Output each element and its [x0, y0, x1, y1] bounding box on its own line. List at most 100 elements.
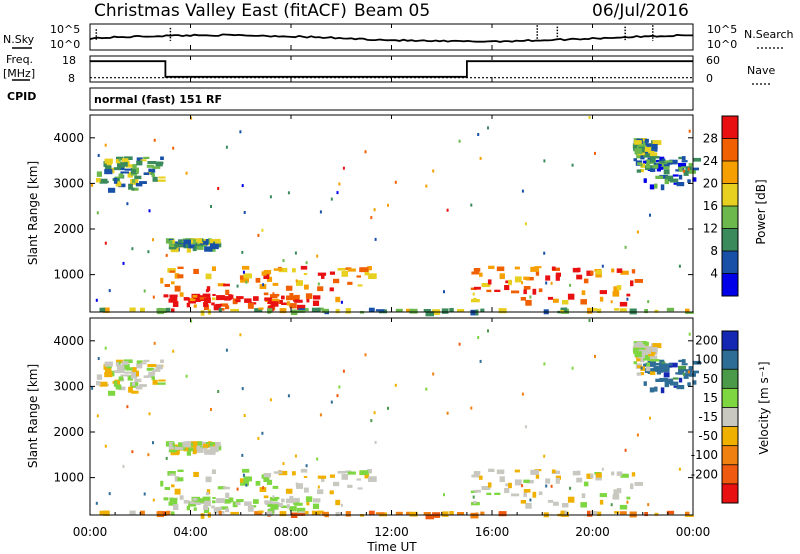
power-speck: [571, 163, 574, 167]
velocity-cell: [359, 470, 369, 475]
velocity-colorbar-label: -100: [691, 448, 718, 462]
velocity-cell: [514, 469, 520, 473]
velocity-cell: [692, 380, 697, 385]
power-speck: [425, 184, 428, 188]
velocity-cell: [273, 471, 283, 474]
power-speck: [282, 259, 285, 263]
velocity-cell: [551, 470, 560, 474]
velocity-cell: [651, 352, 656, 355]
power-ytick-label: 1000: [53, 268, 84, 282]
time-tick-label: 16:00: [475, 525, 510, 539]
power-y-ticks: 4000 3000 2000 1000: [53, 131, 693, 282]
power-speck: [104, 143, 107, 147]
power-cell: [267, 298, 272, 304]
power-speck: [152, 295, 155, 299]
velocity-cell: [186, 505, 191, 511]
power-cell: [496, 266, 505, 272]
power-cell: [644, 138, 649, 143]
velocity-cell: [471, 474, 480, 478]
nave-label: Nave: [747, 64, 775, 77]
power-cell: [225, 305, 230, 310]
velocity-cell: [643, 381, 647, 386]
power-cell: [576, 274, 583, 280]
velocity-cell: [629, 511, 637, 518]
velocity-cell: [479, 475, 483, 480]
velocity-cell: [634, 482, 643, 486]
velocity-speck: [487, 329, 489, 333]
velocity-cell: [535, 473, 540, 479]
velocity-speck: [295, 482, 298, 486]
velocity-cell: [124, 363, 128, 370]
power-speck: [190, 116, 193, 120]
power-cell: [665, 175, 674, 180]
power-cell: [487, 279, 492, 285]
velocity-speck: [294, 454, 297, 458]
power-cell: [687, 179, 691, 183]
velocity-cell: [203, 447, 207, 450]
power-speck: [640, 163, 643, 167]
velocity-cell: [162, 511, 167, 516]
velocity-cell: [169, 473, 176, 476]
power-colorbar-swatch: [722, 138, 738, 161]
velocity-colorbar-swatch: [722, 388, 738, 408]
power-cell: [646, 143, 656, 147]
velocity-cell: [147, 375, 152, 378]
velocity-speck: [394, 383, 397, 387]
power-cell: [286, 301, 290, 306]
power-cell: [379, 309, 387, 314]
power-cell: [651, 144, 658, 150]
velocity-cell: [259, 487, 267, 492]
power-cell: [692, 177, 697, 182]
power-cell: [151, 173, 155, 177]
power-cell: [611, 268, 615, 273]
power-cell: [645, 162, 651, 169]
power-cell: [599, 296, 604, 302]
velocity-cell: [169, 497, 174, 501]
velocity-cell: [457, 512, 465, 515]
power-cell: [203, 240, 208, 246]
velocity-cell: [278, 470, 288, 476]
velocity-cell: [167, 471, 176, 476]
power-cell: [562, 300, 569, 305]
power-cell: [165, 307, 171, 312]
power-cell: [669, 159, 678, 165]
power-cell: [357, 284, 363, 287]
power-cell: [254, 308, 263, 312]
power-cell: [619, 301, 628, 307]
power-speck: [636, 230, 639, 234]
velocity-panel: 4000 3000 2000 1000 Slant Range [km]: [26, 317, 701, 520]
velocity-cell: [616, 488, 622, 494]
power-speck: [97, 154, 100, 157]
power-cell: [158, 176, 166, 179]
power-speck: [569, 283, 572, 287]
velocity-cell: [168, 449, 177, 453]
power-cell: [197, 238, 202, 243]
power-cell: [293, 294, 300, 300]
power-cell: [523, 276, 530, 280]
power-cell: [630, 280, 634, 287]
velocity-speck: [550, 484, 553, 488]
velocity-speck: [272, 495, 275, 499]
velocity-cell: [215, 506, 222, 510]
power-cell: [305, 293, 313, 299]
power-cell: [236, 296, 244, 300]
velocity-cell: [286, 498, 295, 504]
power-cell: [650, 156, 660, 159]
velocity-colorbar-swatch: [722, 350, 738, 370]
velocity-cell: [205, 492, 209, 496]
velocity-cell: [115, 384, 122, 390]
power-speck: [104, 241, 107, 245]
power-speck: [479, 156, 482, 160]
velocity-cell: [643, 363, 650, 367]
power-cell: [619, 308, 627, 312]
power-colorbar-label: 8: [710, 244, 718, 258]
power-cell: [104, 166, 112, 170]
velocity-cell: [216, 498, 225, 504]
power-cell: [321, 275, 325, 279]
velocity-cell: [586, 473, 593, 479]
power-cell: [148, 168, 156, 173]
velocity-speck: [236, 487, 239, 491]
time-tick-label: 08:00: [274, 525, 309, 539]
power-cell: [643, 178, 647, 183]
velocity-colorbar-swatch: [722, 331, 738, 351]
